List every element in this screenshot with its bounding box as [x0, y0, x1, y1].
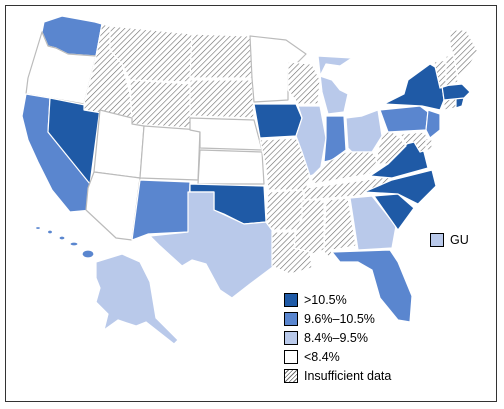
state-ia: [253, 103, 303, 139]
state-wy: [129, 79, 193, 129]
state-sc: [373, 193, 415, 231]
state-tx: [149, 191, 275, 299]
state-ny: [383, 63, 445, 111]
state-hi-group: [34, 225, 95, 259]
state-nd: [189, 33, 253, 79]
territory-gu: GU: [430, 232, 469, 248]
state-ms: [293, 199, 325, 255]
state-al: [323, 197, 357, 259]
state-nm: [131, 179, 191, 241]
legend-label: >10.5%: [304, 293, 347, 307]
gu-swatch: [430, 233, 444, 247]
state-hi-island-5: [34, 225, 42, 231]
state-nj: [425, 109, 441, 139]
legend-item-8-4-9-5: 8.4%–9.5%: [284, 330, 368, 346]
state-az: [85, 171, 141, 241]
state-fl: [331, 249, 413, 323]
state-nc: [363, 169, 437, 205]
state-ma: [441, 83, 471, 101]
state-ks: [197, 149, 265, 185]
state-ne: [189, 117, 263, 151]
state-md: [399, 131, 427, 153]
state-hi-island-3: [58, 235, 66, 241]
legend-swatch: [284, 293, 298, 307]
state-mi: [317, 55, 353, 115]
state-ak: [95, 253, 179, 345]
state-me: [449, 29, 479, 79]
legend-item-lt8-4: <8.4%: [284, 349, 340, 365]
state-pa: [379, 105, 429, 133]
state-hi-island-4: [46, 229, 54, 235]
state-hi: [81, 249, 95, 259]
state-oh: [345, 109, 383, 153]
state-ga: [349, 195, 397, 251]
state-de: [425, 137, 433, 151]
state-wi: [287, 61, 321, 105]
state-il: [295, 105, 327, 177]
state-wv: [375, 129, 407, 165]
legend-label: 9.6%–10.5%: [304, 312, 375, 326]
legend-swatch: [284, 331, 298, 345]
legend-item-insufficient: Insufficient data: [284, 368, 391, 384]
territory-gu-label: GU: [450, 233, 469, 247]
legend-swatch: [284, 369, 298, 383]
state-ky: [311, 151, 381, 185]
legend-label: <8.4%: [304, 350, 340, 364]
legend-swatch: [284, 350, 298, 364]
legend-item-gt10-5: >10.5%: [284, 292, 347, 308]
legend-label: Insufficient data: [304, 369, 392, 383]
state-sd: [189, 79, 255, 119]
legend-label: 8.4%–9.5%: [304, 331, 368, 345]
legend-swatch: [284, 312, 298, 326]
state-ri: [455, 97, 465, 109]
state-co: [139, 125, 201, 181]
state-hi-island-2: [69, 241, 79, 247]
legend-item-9-6-10-5: 9.6%–10.5%: [284, 311, 375, 327]
